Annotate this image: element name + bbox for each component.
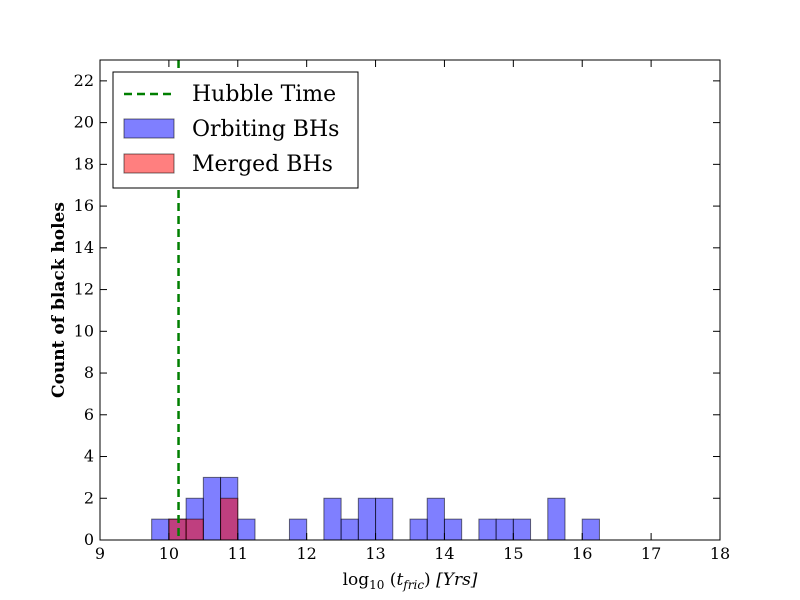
y-tick-label-7: 14 [74, 238, 94, 257]
orbiting-bar-0 [151, 518, 170, 541]
legend-merged-label: Merged BHs [192, 152, 333, 177]
y-tick-label-5: 10 [74, 321, 94, 340]
legend-hubble-label: Hubble Time [192, 82, 336, 107]
y-tick-label-3: 6 [84, 405, 94, 424]
legend-orbiting-label: Orbiting BHs [192, 117, 339, 142]
y-tick-label-11: 22 [74, 71, 94, 90]
x-label-log-sub: 10 [369, 578, 384, 592]
y-tick-label-6: 12 [74, 280, 94, 299]
y-tick-label-2: 4 [84, 447, 94, 466]
merged-bar-1 [185, 518, 204, 541]
orbiting-bar-12 [426, 497, 445, 541]
orbiting-bar-18 [581, 518, 600, 541]
x-tick-label-3: 12 [296, 544, 316, 563]
orbiting-bar-14 [478, 518, 497, 541]
orbiting-bar-15 [495, 518, 514, 541]
orbiting-bar-5 [237, 518, 256, 541]
x-tick-label-1: 10 [159, 544, 179, 563]
x-axis-ticks: 9 10 11 12 13 14 15 16 17 18 [95, 60, 730, 563]
legend: Hubble Time Orbiting BHs Merged BHs [112, 71, 359, 189]
legend-merged-swatch [123, 153, 175, 174]
orbiting-bar-13 [443, 518, 463, 541]
x-label-t: t [396, 570, 403, 590]
x-label-t-sub: fric [402, 578, 424, 592]
orbiting-bar-11 [409, 518, 428, 541]
orbiting-bar-6 [288, 518, 308, 541]
orbiting-bar-7 [323, 497, 342, 541]
x-tick-label-5: 14 [434, 544, 454, 563]
y-tick-label-10: 20 [74, 113, 94, 132]
merged-bar-2 [220, 497, 239, 541]
y-tick-label-0: 0 [84, 530, 94, 549]
y-tick-label-8: 16 [74, 196, 94, 215]
orbiting-bar-9 [357, 497, 377, 541]
x-tick-label-9: 18 [710, 544, 730, 563]
y-tick-label-9: 18 [74, 154, 94, 173]
orbiting-bar-10 [375, 497, 394, 541]
orbiting-bar-16 [512, 518, 532, 541]
x-tick-label-8: 17 [641, 544, 661, 563]
x-label-log: log [343, 570, 370, 590]
y-tick-label-1: 2 [84, 488, 94, 507]
orbiting-bar-8 [340, 518, 359, 541]
x-axis-label: log10 (tfric) [Yrs] [343, 570, 478, 592]
plot-frame [99, 59, 721, 541]
orbiting-bar-17 [547, 497, 566, 541]
y-tick-label-4: 8 [84, 363, 94, 382]
x-tick-label-2: 11 [228, 544, 248, 563]
x-tick-label-0: 9 [95, 544, 105, 563]
x-tick-label-4: 13 [365, 544, 385, 563]
orbiting-bar-3 [202, 476, 222, 541]
legend-orbiting-swatch [123, 118, 175, 139]
y-axis-label: Count of black holes [49, 202, 69, 398]
x-label-units: [Yrs] [436, 570, 478, 590]
y-axis-ticks: 0 2 4 6 8 10 12 14 16 18 20 22 [74, 71, 720, 549]
x-tick-label-7: 16 [572, 544, 592, 563]
x-tick-label-6: 15 [503, 544, 523, 563]
